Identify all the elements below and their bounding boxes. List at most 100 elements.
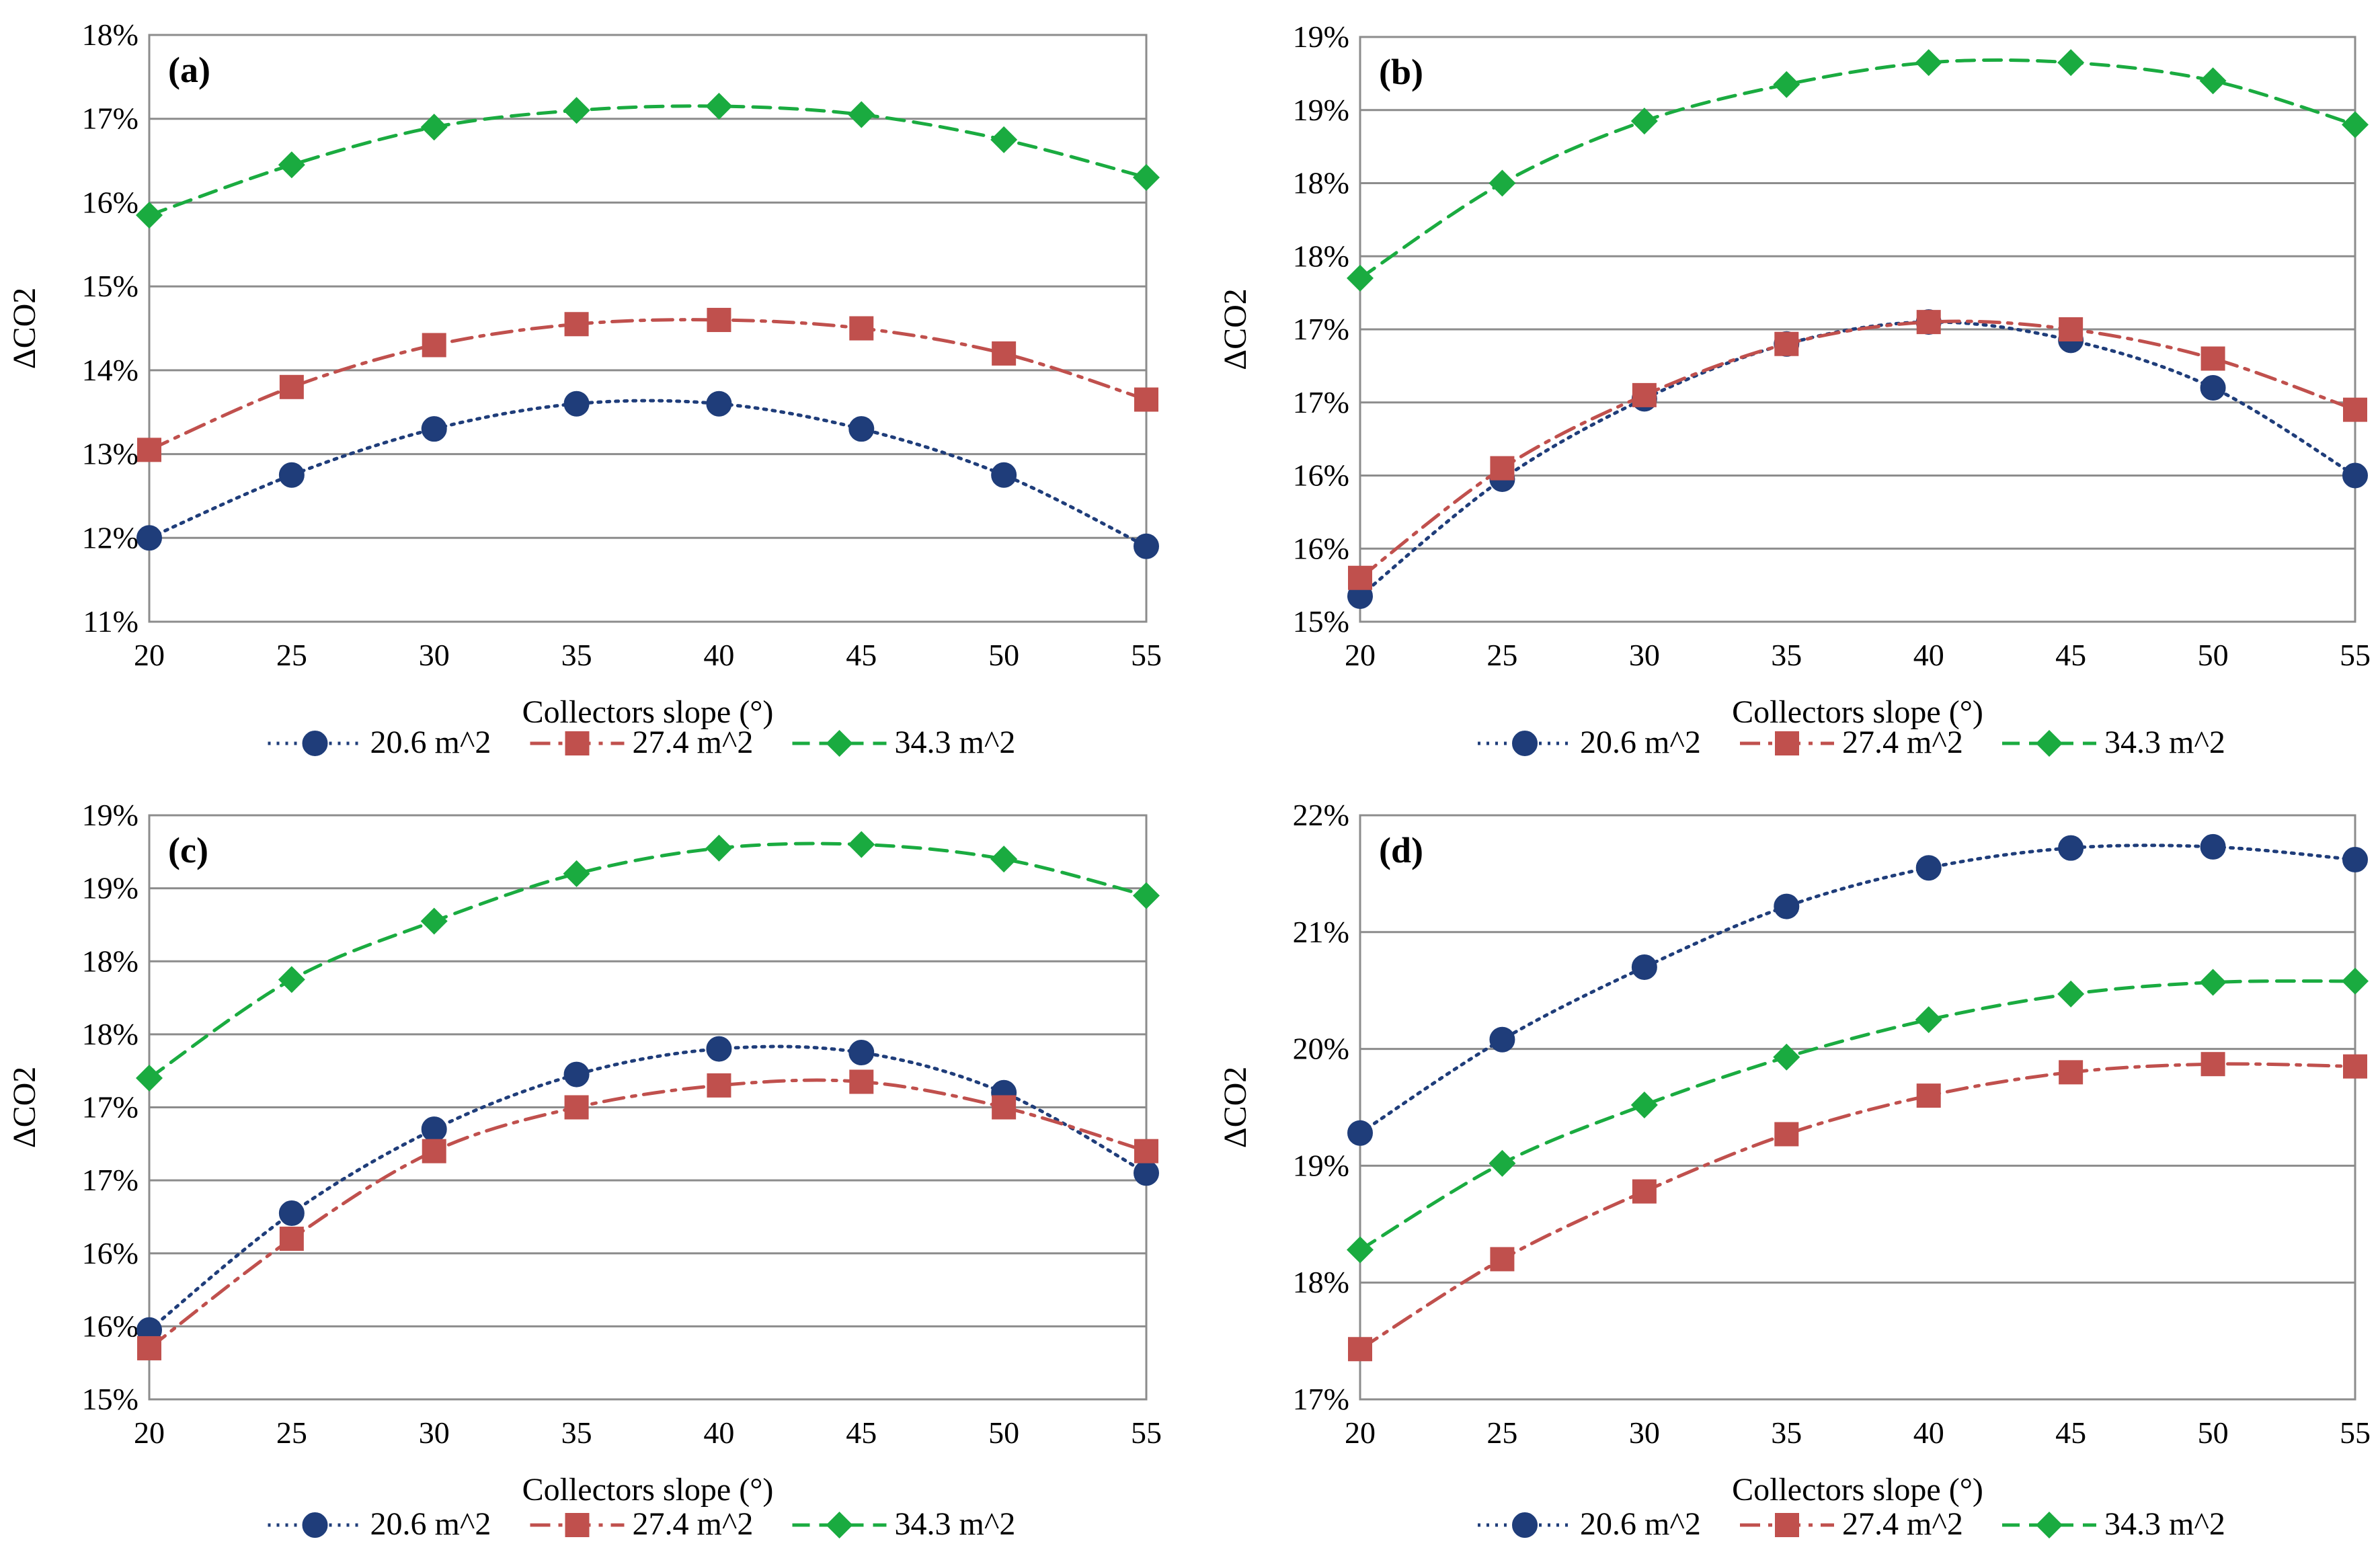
series-3 bbox=[1347, 49, 2369, 292]
y-tick-label: 19% bbox=[1293, 93, 1349, 127]
x-tick-label: 55 bbox=[1131, 638, 1162, 672]
data-point bbox=[849, 316, 874, 341]
legend-item: 20.6 m^2 bbox=[268, 725, 491, 760]
legend-item: 20.6 m^2 bbox=[1478, 725, 1701, 760]
series-1 bbox=[136, 1036, 1159, 1343]
data-point bbox=[1133, 882, 1160, 909]
x-tick-label: 25 bbox=[276, 638, 307, 672]
y-tick-label: 18% bbox=[1293, 166, 1349, 200]
data-point bbox=[707, 1073, 731, 1098]
x-tick-label: 20 bbox=[1345, 1415, 1376, 1450]
data-point bbox=[1489, 1026, 1515, 1053]
y-tick-label: 18% bbox=[82, 17, 138, 52]
x-axis-title: Collectors slope (°) bbox=[522, 694, 774, 730]
data-point bbox=[564, 1095, 589, 1120]
x-tick-label: 20 bbox=[134, 1415, 165, 1450]
data-point bbox=[421, 416, 447, 442]
legend-label: 20.6 m^2 bbox=[1580, 725, 1701, 760]
data-point bbox=[1774, 1122, 1799, 1147]
x-tick-label: 45 bbox=[2055, 1415, 2086, 1450]
y-tick-label: 21% bbox=[1293, 915, 1349, 949]
series-2 bbox=[137, 1069, 1158, 1360]
data-point bbox=[2059, 317, 2084, 341]
y-tick-label: 22% bbox=[1293, 798, 1349, 832]
y-tick-label: 18% bbox=[82, 944, 138, 978]
legend-label: 34.3 m^2 bbox=[895, 1506, 1016, 1542]
data-point bbox=[992, 1095, 1017, 1120]
data-point bbox=[422, 333, 446, 358]
legend-label: 34.3 m^2 bbox=[2104, 1506, 2225, 1542]
x-tick-label: 30 bbox=[1629, 638, 1660, 672]
legend: 20.6 m^2 27.4 m^2 34.3 m^2 bbox=[1478, 1506, 2225, 1542]
x-tick-label: 40 bbox=[1913, 638, 1944, 672]
x-tick-label: 55 bbox=[1131, 1415, 1162, 1450]
y-tick-label: 18% bbox=[82, 1017, 138, 1051]
data-point bbox=[422, 1139, 446, 1163]
data-point bbox=[2200, 375, 2226, 401]
y-axis-title: ΔCO2 bbox=[7, 1067, 42, 1149]
data-point bbox=[1489, 169, 1516, 197]
data-point bbox=[1347, 1120, 1373, 1146]
legend-item: 34.3 m^2 bbox=[2002, 1506, 2225, 1542]
data-point bbox=[1347, 1236, 1374, 1264]
series-line bbox=[1358, 979, 2357, 1252]
x-tick-label: 20 bbox=[134, 638, 165, 672]
data-point bbox=[1134, 387, 1158, 412]
data-point bbox=[1348, 565, 1372, 590]
legend-label: 27.4 m^2 bbox=[633, 725, 754, 760]
series-2 bbox=[1348, 310, 2367, 590]
legend-marker bbox=[1512, 731, 1538, 756]
x-axis-title: Collectors slope (°) bbox=[1732, 694, 1983, 730]
series-line bbox=[1358, 58, 2357, 280]
data-point bbox=[848, 416, 875, 442]
legend-label: 20.6 m^2 bbox=[370, 1506, 491, 1542]
x-tick-label: 45 bbox=[846, 1415, 877, 1450]
y-axis-title: ΔCO2 bbox=[1218, 1067, 1253, 1149]
data-point bbox=[137, 1336, 161, 1360]
data-point bbox=[564, 312, 589, 337]
y-tick-label: 16% bbox=[82, 185, 138, 219]
chart-panel-2: 15% 16% 16% 17% 17% 18% 18% 19% 19% 20 25 30 35 40 45 5… bbox=[1218, 19, 2371, 760]
legend-item: 27.4 m^2 bbox=[1740, 1506, 1963, 1542]
data-point bbox=[1490, 456, 1515, 481]
legend-item: 27.4 m^2 bbox=[530, 725, 754, 760]
series-line bbox=[1358, 1062, 2357, 1351]
legend-marker bbox=[826, 1512, 853, 1538]
data-point bbox=[1632, 1179, 1657, 1204]
y-tick-label: 11% bbox=[83, 604, 138, 639]
legend: 20.6 m^2 27.4 m^2 34.3 m^2 bbox=[268, 1506, 1016, 1542]
data-point bbox=[1915, 49, 1942, 77]
legend-item: 34.3 m^2 bbox=[2002, 725, 2225, 760]
data-point bbox=[1348, 1337, 1372, 1362]
data-point bbox=[848, 831, 875, 858]
data-point bbox=[1134, 1139, 1158, 1163]
panel-label: (a) bbox=[168, 50, 210, 90]
x-tick-label: 25 bbox=[1486, 638, 1517, 672]
data-point bbox=[136, 525, 162, 551]
legend-marker bbox=[1775, 731, 1799, 755]
data-point bbox=[707, 308, 731, 333]
plot-frame bbox=[148, 814, 1148, 1401]
legend-marker bbox=[2036, 730, 2063, 757]
data-point bbox=[279, 374, 304, 399]
data-point bbox=[992, 341, 1017, 366]
data-point bbox=[1632, 382, 1657, 407]
data-point bbox=[2200, 1052, 2225, 1077]
y-tick-label: 17% bbox=[82, 101, 138, 136]
data-point bbox=[2200, 346, 2225, 371]
legend-marker bbox=[302, 731, 328, 756]
legend-marker bbox=[2036, 1512, 2063, 1538]
y-tick-label: 17% bbox=[1293, 1382, 1349, 1416]
legend-marker bbox=[565, 731, 590, 755]
x-tick-label: 35 bbox=[561, 1415, 592, 1450]
x-tick-label: 35 bbox=[1771, 1415, 1802, 1450]
data-point bbox=[137, 438, 161, 462]
y-tick-label: 19% bbox=[1293, 1148, 1349, 1182]
data-point bbox=[1631, 954, 1657, 980]
data-point bbox=[136, 1065, 163, 1092]
series-3 bbox=[1347, 967, 2369, 1264]
data-point bbox=[1915, 855, 1942, 881]
data-point bbox=[2058, 835, 2084, 861]
panel-label: (b) bbox=[1379, 52, 1423, 92]
data-point bbox=[1773, 1043, 1800, 1071]
